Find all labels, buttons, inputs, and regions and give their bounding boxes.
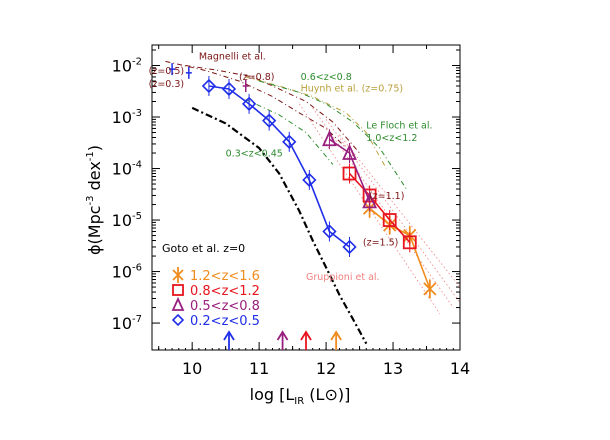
x-tick-label: 13: [383, 359, 403, 378]
x-tick-label: 14: [450, 359, 470, 378]
marker-diamond: [262, 113, 277, 128]
annotation-layer: Magnelli et al. (z=0.5) (z=0.3) (z=0.8) 0.6<…: [149, 52, 433, 350]
gruppioni-line: [312, 107, 454, 308]
limit-arrow-head: [300, 330, 312, 341]
annotation-label: (z=0.3): [149, 79, 184, 90]
marker-diamond: [322, 224, 337, 239]
annotation-label: 0.6<z<0.8: [301, 72, 352, 83]
marker-diamond: [342, 239, 357, 255]
annotation-label: Magnelli et al.: [199, 52, 266, 63]
x-tick-label: 11: [249, 359, 269, 378]
y-tick-label: 10-3: [112, 108, 142, 127]
annotation-label: Le Floch et al.: [366, 120, 432, 131]
legend-label: 0.8<z<1.2: [190, 284, 260, 299]
literature-curve: [245, 98, 334, 165]
annotation-label: (z=1.5): [363, 238, 398, 249]
annotation-label: 0.3<z<0.45: [226, 149, 283, 160]
legend: 1.2<z<1.60.8<z<1.20.5<z<0.80.2<z<0.5: [171, 267, 260, 329]
y-axis-label: ϕ(Mpc-3 dex-1): [85, 145, 104, 255]
marker-triangle: [362, 192, 378, 209]
axes-layer: 10 11 12 13 14 10-7 10-6 10-5 10-4 10-3 10-2: [112, 44, 470, 378]
legend-label: 0.5<z<0.8: [190, 299, 260, 314]
marker-square: [382, 213, 397, 227]
data-layer: [165, 60, 460, 345]
legend-label: 0.2<z<0.5: [190, 314, 260, 329]
limit-arrow-head: [276, 330, 289, 341]
series-diamond: [201, 75, 357, 257]
marker-diamond: [221, 81, 237, 97]
y-tick-label: 10-4: [112, 160, 142, 179]
literature-curve: [185, 65, 360, 154]
axis-labels: log [LIR (L⊙)] ϕ(Mpc-3 dex-1): [85, 145, 350, 407]
series-x: [362, 198, 437, 299]
marker-triangle: [342, 143, 357, 160]
annotation-label: Gruppioni et al.: [306, 272, 380, 283]
marker-diamond: [302, 172, 317, 188]
annotation-label: 1.0<z<1.2: [366, 133, 417, 144]
goto-label: Goto et al. z=0: [162, 242, 245, 255]
marker-diamond: [282, 134, 297, 149]
literature-curve: [245, 76, 387, 169]
x-axis-label: log [LIR (L⊙)]: [250, 385, 351, 407]
marker-diamond: [241, 96, 257, 111]
annotation-label: (z=1.1): [369, 191, 404, 202]
y-tick-label: 10-5: [112, 211, 142, 230]
legend-label: 1.2<z<1.6: [190, 269, 260, 284]
series-line: [208, 85, 350, 248]
annotation-label: (z=0.8): [239, 72, 274, 83]
goto-curve: [191, 106, 368, 345]
y-tick-label: 10-6: [112, 263, 142, 282]
annotation-label: (z=0.5): [149, 66, 184, 77]
marker-triangle: [171, 296, 185, 311]
y-tick-label: 10-7: [112, 314, 142, 333]
series-line: [348, 172, 411, 243]
marker-square: [342, 166, 357, 181]
marker-square: [172, 284, 184, 296]
y-tick-label: 10-2: [112, 56, 142, 75]
gruppioni-line: [325, 119, 460, 303]
annotation-label: Huynh et al. (z=0.75): [301, 84, 403, 95]
gruppioni-line: [339, 134, 460, 288]
series-square: [342, 163, 417, 253]
series-triangle: [322, 129, 378, 212]
literature-curve: [258, 80, 407, 190]
marker-diamond: [171, 313, 185, 327]
x-tick-label: 12: [316, 359, 336, 378]
x-tick-label: 10: [182, 359, 202, 378]
marker-square: [402, 235, 417, 250]
limit-arrow-head: [223, 330, 235, 341]
marker-diamond: [201, 78, 217, 94]
limit-arrow-head: [330, 330, 342, 341]
marker-triangle: [322, 130, 337, 147]
